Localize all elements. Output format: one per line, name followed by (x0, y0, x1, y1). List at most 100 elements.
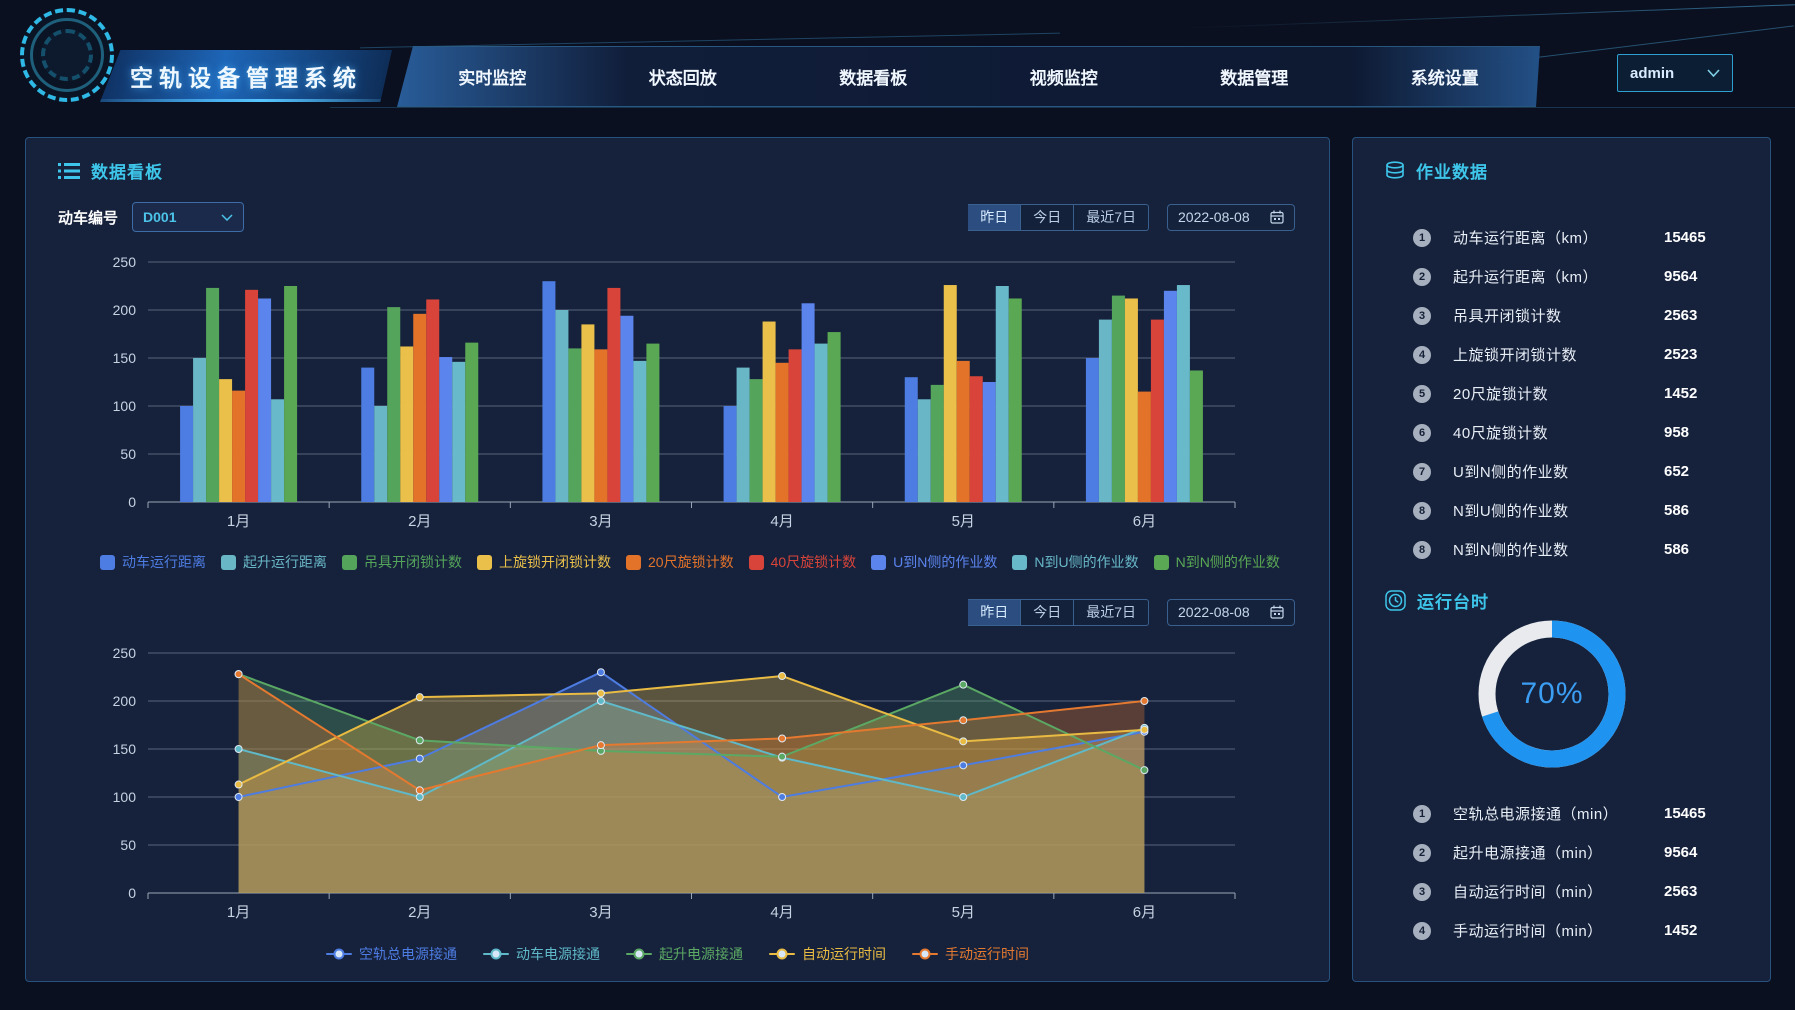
legend-item[interactable]: 起升运行距离 (221, 552, 327, 572)
operation-data-title: 作业数据 (1416, 163, 1488, 182)
line-chart-legend: 空轨总电源接通 动车电源接通 起升电源接通 自动运行时间 手动运行时间 (26, 944, 1329, 964)
date-range-button[interactable]: 昨日 (968, 598, 1022, 626)
legend-item[interactable]: 起升电源接通 (626, 944, 743, 964)
line-chart[interactable]: 0 50 100 150 200 250 1月 2月 3月 4月 5月 6月 (56, 628, 1296, 928)
stat-label: 上旋锁开闭锁计数 (1453, 347, 1578, 364)
rank-badge: 1 (1413, 804, 1431, 823)
svg-text:3月: 3月 (589, 904, 612, 921)
legend-label: U到N侧的作业数 (893, 554, 998, 570)
legend-label: 20尺旋锁计数 (648, 554, 734, 570)
stat-label: 动车运行距离（km） (1453, 230, 1598, 247)
stat-label: 吊具开闭锁计数 (1453, 308, 1562, 325)
legend-label: 起升电源接通 (659, 946, 743, 962)
runtime-donut-chart[interactable] (1465, 607, 1639, 781)
svg-text:3月: 3月 (589, 513, 612, 530)
legend-swatch (477, 554, 492, 570)
stat-row: 2 起升运行距离（km） 9564 (1413, 257, 1744, 296)
main-nav: 实时监控 状态回放 数据看板 视频监控 数据管理 系统设置 (397, 46, 1540, 107)
date-range-button[interactable]: 最近7日 (1074, 598, 1149, 626)
app-title-banner: 空轨设备管理系统 (100, 50, 392, 102)
stat-row: 1 动车运行距离（km） 15465 (1413, 218, 1744, 257)
stat-value: 2563 (1664, 307, 1698, 324)
nav-item[interactable]: 数据管理 (1220, 69, 1289, 88)
legend-item[interactable]: N到U侧的作业数 (1012, 552, 1139, 572)
stat-label: 空轨总电源接通（min） (1453, 806, 1619, 823)
svg-text:250: 250 (113, 645, 137, 661)
svg-text:250: 250 (113, 254, 137, 270)
svg-text:2月: 2月 (408, 904, 431, 921)
line-date-picker[interactable]: 2022-08-08 (1167, 598, 1295, 626)
bar-date-picker[interactable]: 2022-08-08 (1167, 203, 1295, 231)
date-range-button[interactable]: 今日 (1021, 598, 1075, 626)
legend-item[interactable]: 吊具开闭锁计数 (342, 552, 462, 572)
legend-item[interactable]: 动车电源接通 (483, 944, 600, 964)
line-chart-controls: 昨日 今日 最近7日 2022-08-08 (58, 597, 1295, 627)
date-range-button[interactable]: 今日 (1021, 203, 1075, 231)
legend-line-marker (912, 953, 938, 955)
legend-swatch (342, 554, 357, 570)
nav-item[interactable]: 数据看板 (839, 69, 908, 88)
bar-date-range-buttons: 昨日 今日 最近7日 (968, 203, 1149, 231)
runtime-donut-wrap: 70% (1465, 607, 1639, 781)
user-dropdown[interactable]: admin (1617, 54, 1733, 92)
decor-line (330, 107, 1795, 108)
legend-label: 40尺旋锁计数 (770, 554, 857, 570)
svg-text:5月: 5月 (952, 513, 975, 530)
legend-item[interactable]: U到N侧的作业数 (871, 552, 997, 572)
legend-item[interactable]: 手动运行时间 (912, 944, 1029, 964)
legend-label: 自动运行时间 (802, 946, 886, 962)
train-select-label: 动车编号 (58, 209, 119, 227)
svg-text:6月: 6月 (1133, 904, 1156, 921)
legend-item[interactable]: N到N侧的作业数 (1153, 552, 1280, 572)
dashboard-panel-header: 数据看板 (58, 158, 163, 183)
decor-line (1180, 4, 1795, 29)
svg-text:50: 50 (120, 446, 136, 462)
stat-value: 15465 (1664, 229, 1706, 246)
operation-data-list: 1 动车运行距离（km） 15465 2 起升运行距离（km） 9564 3 吊… (1413, 218, 1744, 569)
legend-item[interactable]: 40尺旋锁计数 (748, 552, 857, 572)
svg-text:0: 0 (128, 885, 136, 901)
stat-label: 手动运行时间（min） (1453, 923, 1603, 940)
svg-text:150: 150 (113, 350, 137, 366)
date-range-button[interactable]: 最近7日 (1074, 203, 1149, 231)
nav-item[interactable]: 视频监控 (1029, 69, 1098, 88)
stat-label: N到U侧的作业数 (1453, 503, 1569, 520)
nav-item[interactable]: 状态回放 (648, 69, 717, 88)
date-range-button[interactable]: 昨日 (968, 203, 1022, 231)
legend-label: 手动运行时间 (945, 946, 1029, 962)
stat-row: 2 起升电源接通（min） 9564 (1413, 833, 1744, 872)
legend-item[interactable]: 自动运行时间 (769, 944, 886, 964)
legend-label: 起升运行距离 (243, 554, 327, 570)
train-select[interactable]: D001 (132, 202, 245, 232)
svg-text:50: 50 (120, 837, 136, 853)
svg-text:200: 200 (113, 693, 137, 709)
bar-chart-controls: 动车编号 D001 昨日 今日 最近7日 2022-08-08 (58, 202, 1295, 232)
legend-item[interactable]: 上旋锁开闭锁计数 (477, 552, 611, 572)
stat-row: 4 手动运行时间（min） 1452 (1413, 911, 1744, 950)
stat-row: 1 空轨总电源接通（min） 15465 (1413, 794, 1744, 833)
calendar-icon (1270, 605, 1284, 619)
stat-value: 586 (1664, 502, 1690, 519)
legend-item[interactable]: 20尺旋锁计数 (626, 552, 734, 572)
operation-data-header: 作业数据 (1385, 158, 1488, 183)
legend-item[interactable]: 空轨总电源接通 (326, 944, 457, 964)
dashboard-panel-title: 数据看板 (91, 163, 163, 182)
app-header: 空轨设备管理系统 实时监控 状态回放 数据看板 视频监控 数据管理 系统设置 a… (0, 0, 1795, 120)
nav-item[interactable]: 系统设置 (1410, 69, 1479, 88)
nav-item[interactable]: 实时监控 (458, 69, 527, 88)
stat-value: 652 (1664, 463, 1690, 480)
stat-row: 3 自动运行时间（min） 2563 (1413, 872, 1744, 911)
svg-text:1月: 1月 (227, 904, 250, 921)
rank-badge: 3 (1413, 882, 1431, 901)
legend-item[interactable]: 动车运行距离 (100, 552, 206, 572)
svg-text:2月: 2月 (408, 513, 431, 530)
bar-chart[interactable]: 0 50 100 150 200 250 1月 2月 3月 4月 5月 6月 (56, 248, 1296, 538)
stat-value: 9564 (1664, 844, 1698, 861)
app-title: 空轨设备管理系统 (130, 65, 362, 91)
legend-swatch (1153, 554, 1169, 570)
stat-value: 9564 (1664, 268, 1698, 285)
runtime-percent: 70% (1520, 677, 1584, 710)
legend-line-marker (326, 953, 352, 955)
legend-swatch (1012, 554, 1028, 570)
line-date-range-buttons: 昨日 今日 最近7日 (968, 598, 1149, 626)
